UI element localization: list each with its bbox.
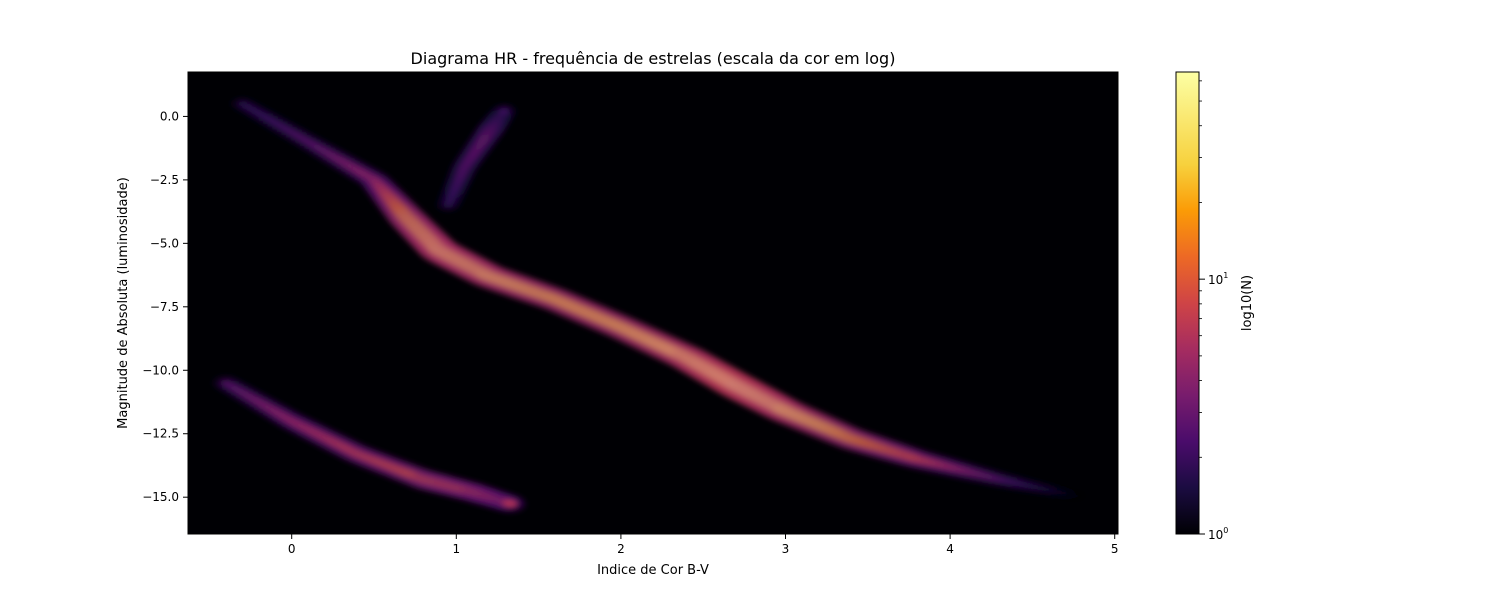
y-tick-label: −15.0 xyxy=(142,490,179,504)
colorbar-label: log10(N) xyxy=(1240,275,1255,331)
y-axis: 0.0 −2.5 −5.0 −7.5 −10.0 −12.5 −15.0 xyxy=(142,109,188,504)
chart-title: Diagrama HR - frequência de estrelas (es… xyxy=(411,49,896,68)
x-axis-label: Indice de Cor B-V xyxy=(597,563,709,578)
y-tick-label: −5.0 xyxy=(150,236,179,250)
x-tick-label: 2 xyxy=(617,542,625,556)
y-tick-label: −2.5 xyxy=(150,173,179,187)
colorbar-tick-label: 100 xyxy=(1208,526,1228,542)
x-axis: 0 1 2 3 4 5 xyxy=(288,534,1119,556)
colorbar-ticks: 100 101 xyxy=(1199,80,1228,542)
y-tick-label: −7.5 xyxy=(150,300,179,314)
colorbar-tick-label: 101 xyxy=(1208,271,1228,287)
density-cell xyxy=(1071,493,1081,498)
density-cell xyxy=(499,107,510,114)
colorbar xyxy=(1175,71,1200,535)
plot-frame xyxy=(187,71,1119,535)
x-tick-label: 0 xyxy=(288,542,296,556)
x-tick-label: 4 xyxy=(946,542,954,556)
density-layer xyxy=(212,97,1087,513)
x-tick-label: 5 xyxy=(1111,542,1119,556)
density-cell xyxy=(503,500,519,508)
y-axis-label: Magnitude de Absoluta (luminosidade) xyxy=(116,177,131,429)
x-tick-label: 1 xyxy=(452,542,460,556)
y-tick-label: −10.0 xyxy=(142,363,179,377)
y-tick-label: −12.5 xyxy=(142,427,179,441)
plot-background xyxy=(188,72,1118,534)
y-tick-label: 0.0 xyxy=(160,109,179,123)
x-tick-label: 3 xyxy=(782,542,790,556)
